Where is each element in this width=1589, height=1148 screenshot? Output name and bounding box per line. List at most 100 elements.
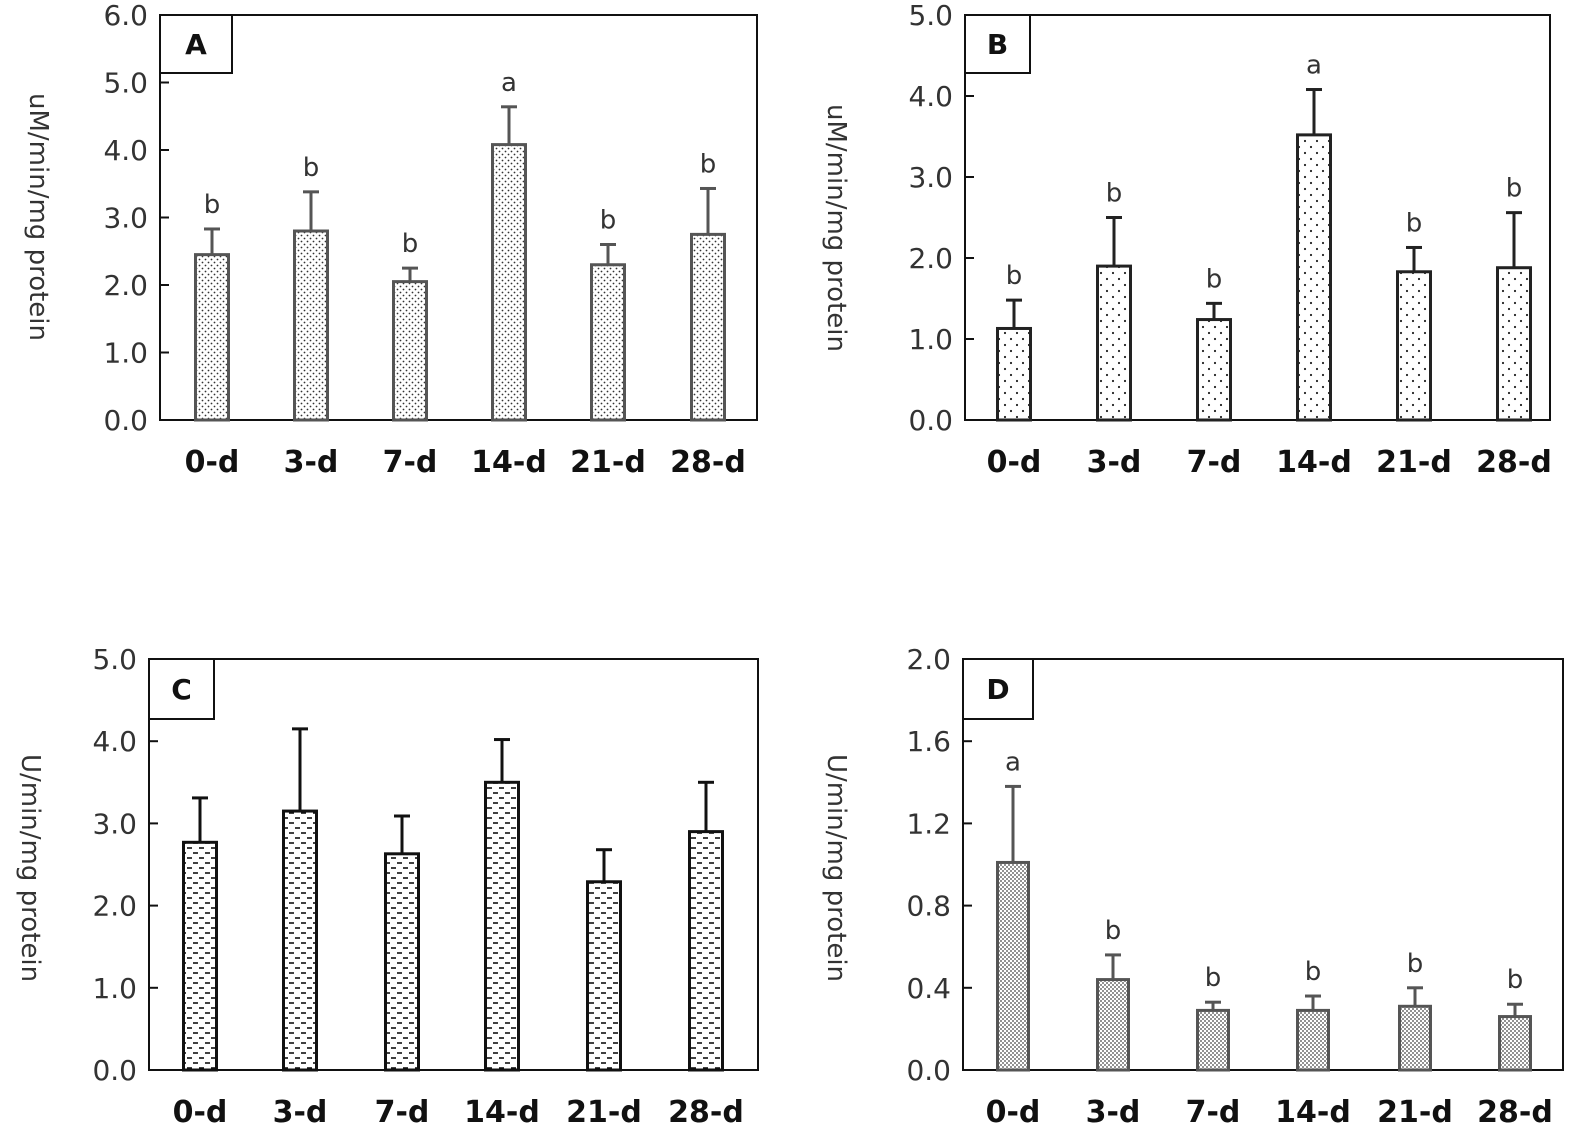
bar-a-7-d — [392, 280, 428, 422]
bar-c-28-d — [688, 830, 724, 1072]
y-tick-label-d: 0.4 — [906, 972, 951, 1005]
bar-d-28-d — [1498, 1015, 1532, 1072]
x-tick-label-d-28-d: 28-d — [1477, 1095, 1553, 1130]
y-tick-label-b: 5.0 — [908, 0, 953, 32]
bar-c-21-d — [586, 880, 622, 1072]
bar-d-7-d — [1196, 1008, 1230, 1072]
bar-b-21-d — [1396, 270, 1432, 422]
bar-a-0-d — [194, 253, 230, 422]
y-tick-label-c: 2.0 — [92, 890, 137, 923]
x-tick-label-d-21-d: 21-d — [1377, 1095, 1453, 1130]
y-tick-label-d: 1.6 — [906, 725, 951, 758]
plot-frame-a — [159, 14, 758, 421]
bar-b-3-d — [1096, 264, 1132, 422]
x-tick-label-b-7-d: 7-d — [1187, 445, 1242, 480]
bar-a-3-d — [293, 229, 329, 422]
x-tick-label-b-0-d: 0-d — [987, 445, 1042, 480]
significance-letter-b-0-d: b — [1006, 261, 1023, 291]
x-tick-label-a-7-d: 7-d — [383, 445, 438, 480]
bar-c-14-d — [484, 780, 520, 1072]
bar-d-21-d — [1398, 1004, 1432, 1072]
x-tick-label-c-14-d: 14-d — [464, 1095, 540, 1130]
x-tick-label-c-7-d: 7-d — [375, 1095, 430, 1130]
y-tick-label-a: 3.0 — [103, 202, 148, 235]
x-tick-label-d-3-d: 3-d — [1086, 1095, 1141, 1130]
x-tick-label-c-28-d: 28-d — [668, 1095, 744, 1130]
bar-a-14-d — [491, 143, 527, 422]
bar-b-0-d — [996, 326, 1032, 422]
significance-letter-d-28-d: b — [1507, 965, 1524, 995]
x-tick-label-a-14-d: 14-d — [471, 445, 547, 480]
x-tick-label-d-0-d: 0-d — [986, 1095, 1041, 1130]
bar-b-7-d — [1196, 318, 1232, 422]
panel-label-a: A — [185, 28, 207, 61]
plot-frame-d — [962, 658, 1564, 1071]
y-tick-label-a: 2.0 — [103, 269, 148, 302]
significance-letter-a-14-d: a — [501, 68, 517, 98]
significance-letter-b-7-d: b — [1206, 264, 1223, 294]
bar-c-7-d — [384, 852, 420, 1072]
y-tick-label-a: 5.0 — [103, 67, 148, 100]
y-tick-label-c: 3.0 — [92, 807, 137, 840]
significance-letter-d-7-d: b — [1205, 963, 1222, 993]
y-axis-label-c: U/min/mg protein — [15, 754, 45, 982]
panel-label-box-b — [964, 14, 1031, 74]
significance-letter-b-28-d: b — [1506, 174, 1523, 204]
significance-letter-d-14-d: b — [1305, 957, 1322, 987]
x-tick-label-b-21-d: 21-d — [1376, 445, 1452, 480]
bar-d-3-d — [1096, 978, 1130, 1072]
y-tick-label-d: 0.0 — [906, 1054, 951, 1087]
x-tick-label-a-21-d: 21-d — [570, 445, 646, 480]
panel-label-box-d — [962, 658, 1034, 720]
bar-a-21-d — [590, 263, 626, 422]
panel-c: C 0.0 1.0 2.0 3.0 4.0 5.0 U/min/mg protein 0-d 3-… — [15, 643, 759, 1130]
y-tick-label-c: 4.0 — [92, 725, 137, 758]
x-tick-label-b-28-d: 28-d — [1476, 445, 1552, 480]
significance-letter-a-3-d: b — [303, 153, 320, 183]
significance-letter-d-3-d: b — [1105, 916, 1122, 946]
bar-c-0-d — [182, 840, 218, 1072]
y-tick-label-a: 6.0 — [103, 0, 148, 32]
y-tick-label-d: 2.0 — [906, 643, 951, 676]
x-tick-label-b-3-d: 3-d — [1087, 445, 1142, 480]
y-axis-label-d: U/min/mg protein — [821, 754, 851, 982]
x-tick-label-d-14-d: 14-d — [1275, 1095, 1351, 1130]
y-tick-label-c: 1.0 — [92, 972, 137, 1005]
significance-letter-a-21-d: b — [600, 206, 617, 236]
y-tick-label-a: 1.0 — [103, 337, 148, 370]
significance-letter-a-7-d: b — [402, 229, 419, 259]
panel-label-b: B — [987, 28, 1008, 61]
x-tick-label-d-7-d: 7-d — [1186, 1095, 1241, 1130]
significance-letter-b-3-d: b — [1106, 179, 1123, 209]
x-tick-label-a-28-d: 28-d — [670, 445, 746, 480]
y-tick-label-d: 0.8 — [906, 890, 951, 923]
bar-d-14-d — [1296, 1008, 1330, 1072]
panel-label-box-a — [159, 14, 233, 74]
plot-frame-c — [148, 658, 759, 1071]
plot-frame-b — [964, 14, 1551, 421]
significance-letter-a-0-d: b — [204, 190, 221, 220]
panel-a: A 0.0 1.0 2.0 3.0 4.0 5.0 6.0 uM/min/mg protein b… — [23, 0, 758, 480]
bar-c-3-d — [282, 809, 318, 1072]
significance-letter-d-21-d: b — [1407, 949, 1424, 979]
y-axis-label-b: uM/min/mg protein — [821, 104, 851, 352]
significance-letter-a-28-d: b — [700, 149, 717, 179]
x-tick-label-c-21-d: 21-d — [566, 1095, 642, 1130]
significance-letter-b-21-d: b — [1406, 208, 1423, 238]
bar-a-28-d — [690, 232, 726, 422]
x-tick-label-c-0-d: 0-d — [173, 1095, 228, 1130]
y-tick-label-c: 0.0 — [92, 1054, 137, 1087]
x-tick-label-b-14-d: 14-d — [1276, 445, 1352, 480]
x-tick-label-a-3-d: 3-d — [284, 445, 339, 480]
y-tick-label-a: 0.0 — [103, 404, 148, 437]
panel-label-d: D — [986, 673, 1009, 706]
bar-b-14-d — [1296, 133, 1332, 422]
y-tick-label-b: 0.0 — [908, 404, 953, 437]
y-tick-label-b: 1.0 — [908, 323, 953, 356]
y-tick-label-b: 2.0 — [908, 242, 953, 275]
bar-d-0-d — [996, 860, 1030, 1072]
panel-label-c: C — [171, 673, 192, 706]
y-tick-label-d: 1.2 — [906, 807, 951, 840]
panel-d: D 0.0 0.4 0.8 1.2 1.6 2.0 U/min/mg protein a 0-d b… — [821, 643, 1564, 1130]
